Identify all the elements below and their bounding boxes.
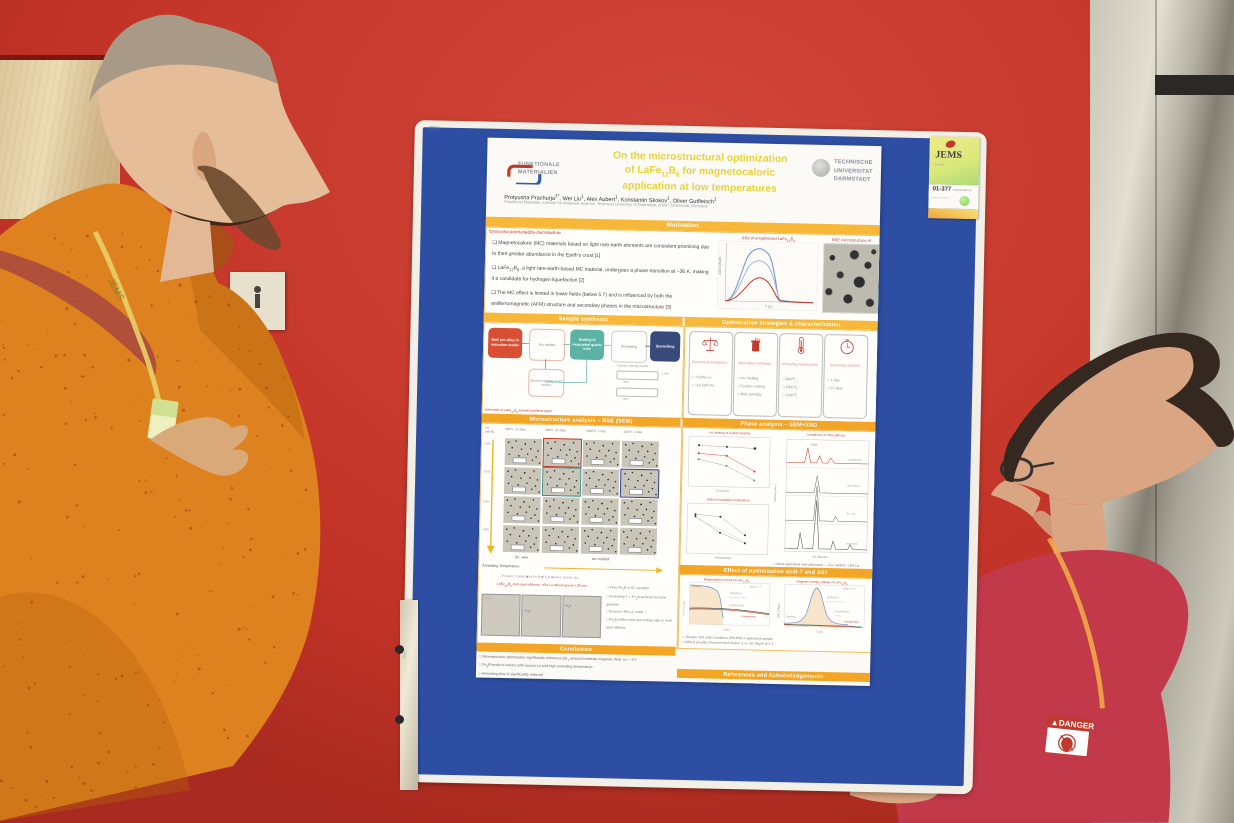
svg-text:As cast: As cast [729, 608, 736, 611]
svg-text:T (K): T (K) [816, 630, 823, 634]
svg-text:Fe2B: Fe2B [810, 443, 817, 447]
svg-text:Intensity (a.u.): Intensity (a.u.) [773, 484, 777, 502]
svg-text:as-melted: as-melted [846, 542, 858, 546]
svg-text:SC wire: SC wire [846, 512, 856, 516]
svg-text:Arc melted, +3% La: Arc melted, +3% La [827, 600, 845, 603]
svg-text:Unoptimized: Unoptimized [834, 609, 849, 613]
svg-text:Unoptimized: Unoptimized [729, 603, 744, 607]
svg-text:Arc melted, +3% La: Arc melted, +3% La [730, 596, 748, 599]
svg-text:arc melted: arc melted [847, 484, 860, 488]
svg-text:Unoptimized: Unoptimized [741, 614, 756, 618]
svg-text:Optimized: Optimized [730, 591, 742, 595]
svg-text:μ0ΔH = 5 T: μ0ΔH = 5 T [843, 586, 857, 590]
svg-text:ΔSḍ (J/kgK): ΔSḍ (J/kgK) [718, 257, 722, 275]
svg-text:Temperature: Temperature [714, 556, 731, 560]
svg-text:Heating: Heating [786, 614, 796, 618]
svg-text:T (K): T (K) [723, 628, 730, 632]
svg-text:Fe (wt.%): Fe (wt.%) [716, 489, 729, 493]
svg-text:Unoptimized: Unoptimized [844, 619, 859, 623]
svg-text:Heating: Heating [692, 584, 702, 588]
svg-text:As cast: As cast [834, 614, 841, 617]
svg-text:2θ (degree): 2θ (degree) [813, 555, 829, 559]
svg-text:unoptimized: unoptimized [848, 458, 863, 462]
svg-text:ΔSḍ (J/kgK): ΔSḍ (J/kgK) [776, 603, 780, 618]
svg-text:μ0H = 2 T: μ0H = 2 T [750, 584, 762, 588]
svg-text:Optimized: Optimized [827, 595, 839, 599]
svg-text:M (Am2/kg): M (Am2/kg) [683, 601, 686, 616]
svg-text:T (K): T (K) [765, 305, 773, 309]
